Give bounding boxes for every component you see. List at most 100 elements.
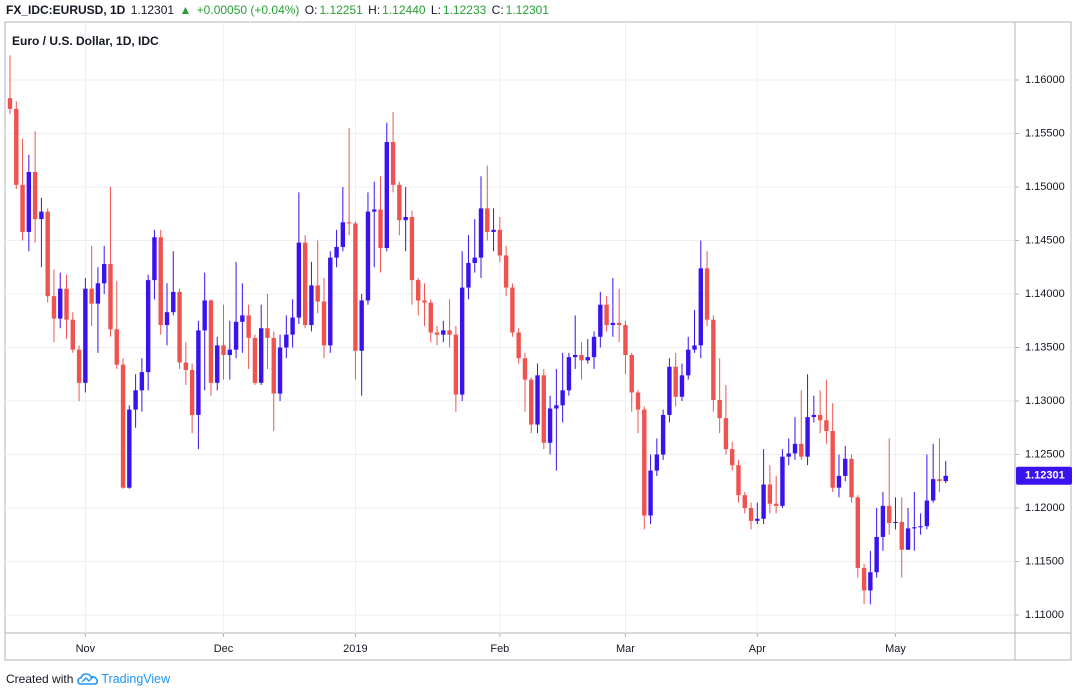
candle-body — [384, 142, 389, 248]
candle-body — [704, 268, 710, 320]
candle-body — [604, 304, 609, 326]
candle-body — [874, 536, 879, 573]
candle-body — [591, 336, 597, 358]
y-tick-label: 1.11500 — [1025, 555, 1064, 567]
candle-body — [579, 355, 584, 361]
candle-body — [786, 453, 791, 457]
candle-body — [635, 392, 641, 410]
candle-body — [152, 237, 157, 281]
candle-body — [510, 287, 515, 333]
candle-body — [849, 458, 854, 498]
logo[interactable] — [77, 672, 99, 686]
candle-body — [39, 211, 44, 220]
x-tick-label: Feb — [490, 643, 509, 655]
symbol[interactable]: FX_IDC:EURUSD, 1D — [6, 3, 126, 17]
candle-body — [221, 345, 226, 356]
y-tick-label: 1.12000 — [1025, 502, 1065, 514]
candle-body — [755, 518, 760, 521]
low-value: 1.12233 — [442, 3, 487, 17]
candle-body — [315, 285, 320, 302]
candle-body — [780, 456, 785, 506]
candle-body — [328, 257, 333, 346]
candle-body — [924, 500, 930, 527]
candle-body — [416, 280, 421, 301]
candle-body — [7, 98, 13, 109]
candle-body — [189, 369, 195, 415]
candle-body — [730, 449, 735, 466]
candle-body — [792, 443, 798, 454]
low-label: L: — [430, 3, 441, 17]
candle-body — [447, 330, 452, 335]
candle-body — [711, 319, 716, 400]
candle-body — [472, 257, 477, 263]
candle-body — [541, 375, 546, 443]
candle-body — [817, 414, 823, 421]
candle-body — [196, 330, 201, 415]
created-with: Created with — [6, 672, 74, 686]
open-label: O: — [304, 3, 318, 17]
candle-body — [158, 237, 163, 326]
candle-body — [365, 211, 371, 301]
candle-body — [485, 208, 490, 232]
candle-body — [748, 508, 754, 521]
last-price: 1.12301 — [130, 3, 175, 17]
candle-body — [164, 312, 170, 326]
candle-body — [114, 329, 119, 365]
candle-body — [390, 142, 396, 185]
candle-body — [459, 287, 465, 395]
brand[interactable]: TradingView — [101, 672, 171, 686]
candle-body — [893, 521, 898, 523]
candle-body — [70, 319, 75, 350]
candle-body — [937, 479, 942, 482]
candle-body — [434, 332, 440, 335]
chart-title: Euro / U.S. Dollar, 1D, IDC — [12, 34, 159, 48]
candle-body — [14, 108, 19, 185]
candle-body — [573, 355, 578, 358]
candle-body — [654, 454, 660, 471]
open-value: 1.12251 — [319, 3, 363, 17]
candle-body — [805, 417, 810, 457]
candle-body — [660, 414, 666, 455]
candle-body — [723, 418, 729, 450]
header: FX_IDC:EURUSD, 1D 1.12301 ▲ +0.00050 (+0… — [6, 3, 551, 17]
candle-body — [943, 475, 948, 482]
candle-body — [259, 328, 264, 383]
high-value: 1.12440 — [382, 3, 426, 17]
candle-body — [824, 420, 829, 431]
candle-body — [76, 349, 82, 383]
y-tick-label: 1.11000 — [1025, 609, 1064, 621]
candle-body — [736, 465, 741, 496]
candle-body — [171, 291, 176, 313]
candle-body — [265, 328, 270, 338]
candle-body — [912, 527, 917, 529]
candle-body — [296, 242, 302, 318]
candle-body — [843, 458, 848, 476]
candle-body — [673, 366, 678, 397]
candle-body — [811, 414, 817, 418]
candle-body — [145, 280, 151, 373]
candle-body — [667, 366, 672, 415]
candle-body — [861, 567, 867, 591]
candle-body — [918, 526, 923, 528]
candle-body — [799, 443, 804, 457]
candle-body — [227, 349, 232, 356]
candle-body — [773, 503, 779, 506]
candle-body — [208, 300, 214, 383]
candle-body — [686, 349, 691, 376]
candle-body — [95, 283, 101, 304]
candle-body — [623, 325, 628, 356]
last-price-box — [1016, 466, 1072, 485]
candle-body — [478, 208, 484, 258]
candle-body — [616, 322, 622, 326]
candle-body — [409, 216, 415, 281]
close-value: 1.12301 — [505, 3, 550, 17]
candle-body — [127, 409, 132, 488]
candle-body — [139, 372, 145, 391]
candle-body — [51, 296, 57, 319]
candle-body — [183, 362, 189, 370]
candle-body — [277, 347, 283, 394]
candle-body — [453, 334, 459, 395]
grid — [5, 22, 1015, 633]
candle-body — [177, 291, 182, 363]
candle-body — [503, 255, 509, 288]
